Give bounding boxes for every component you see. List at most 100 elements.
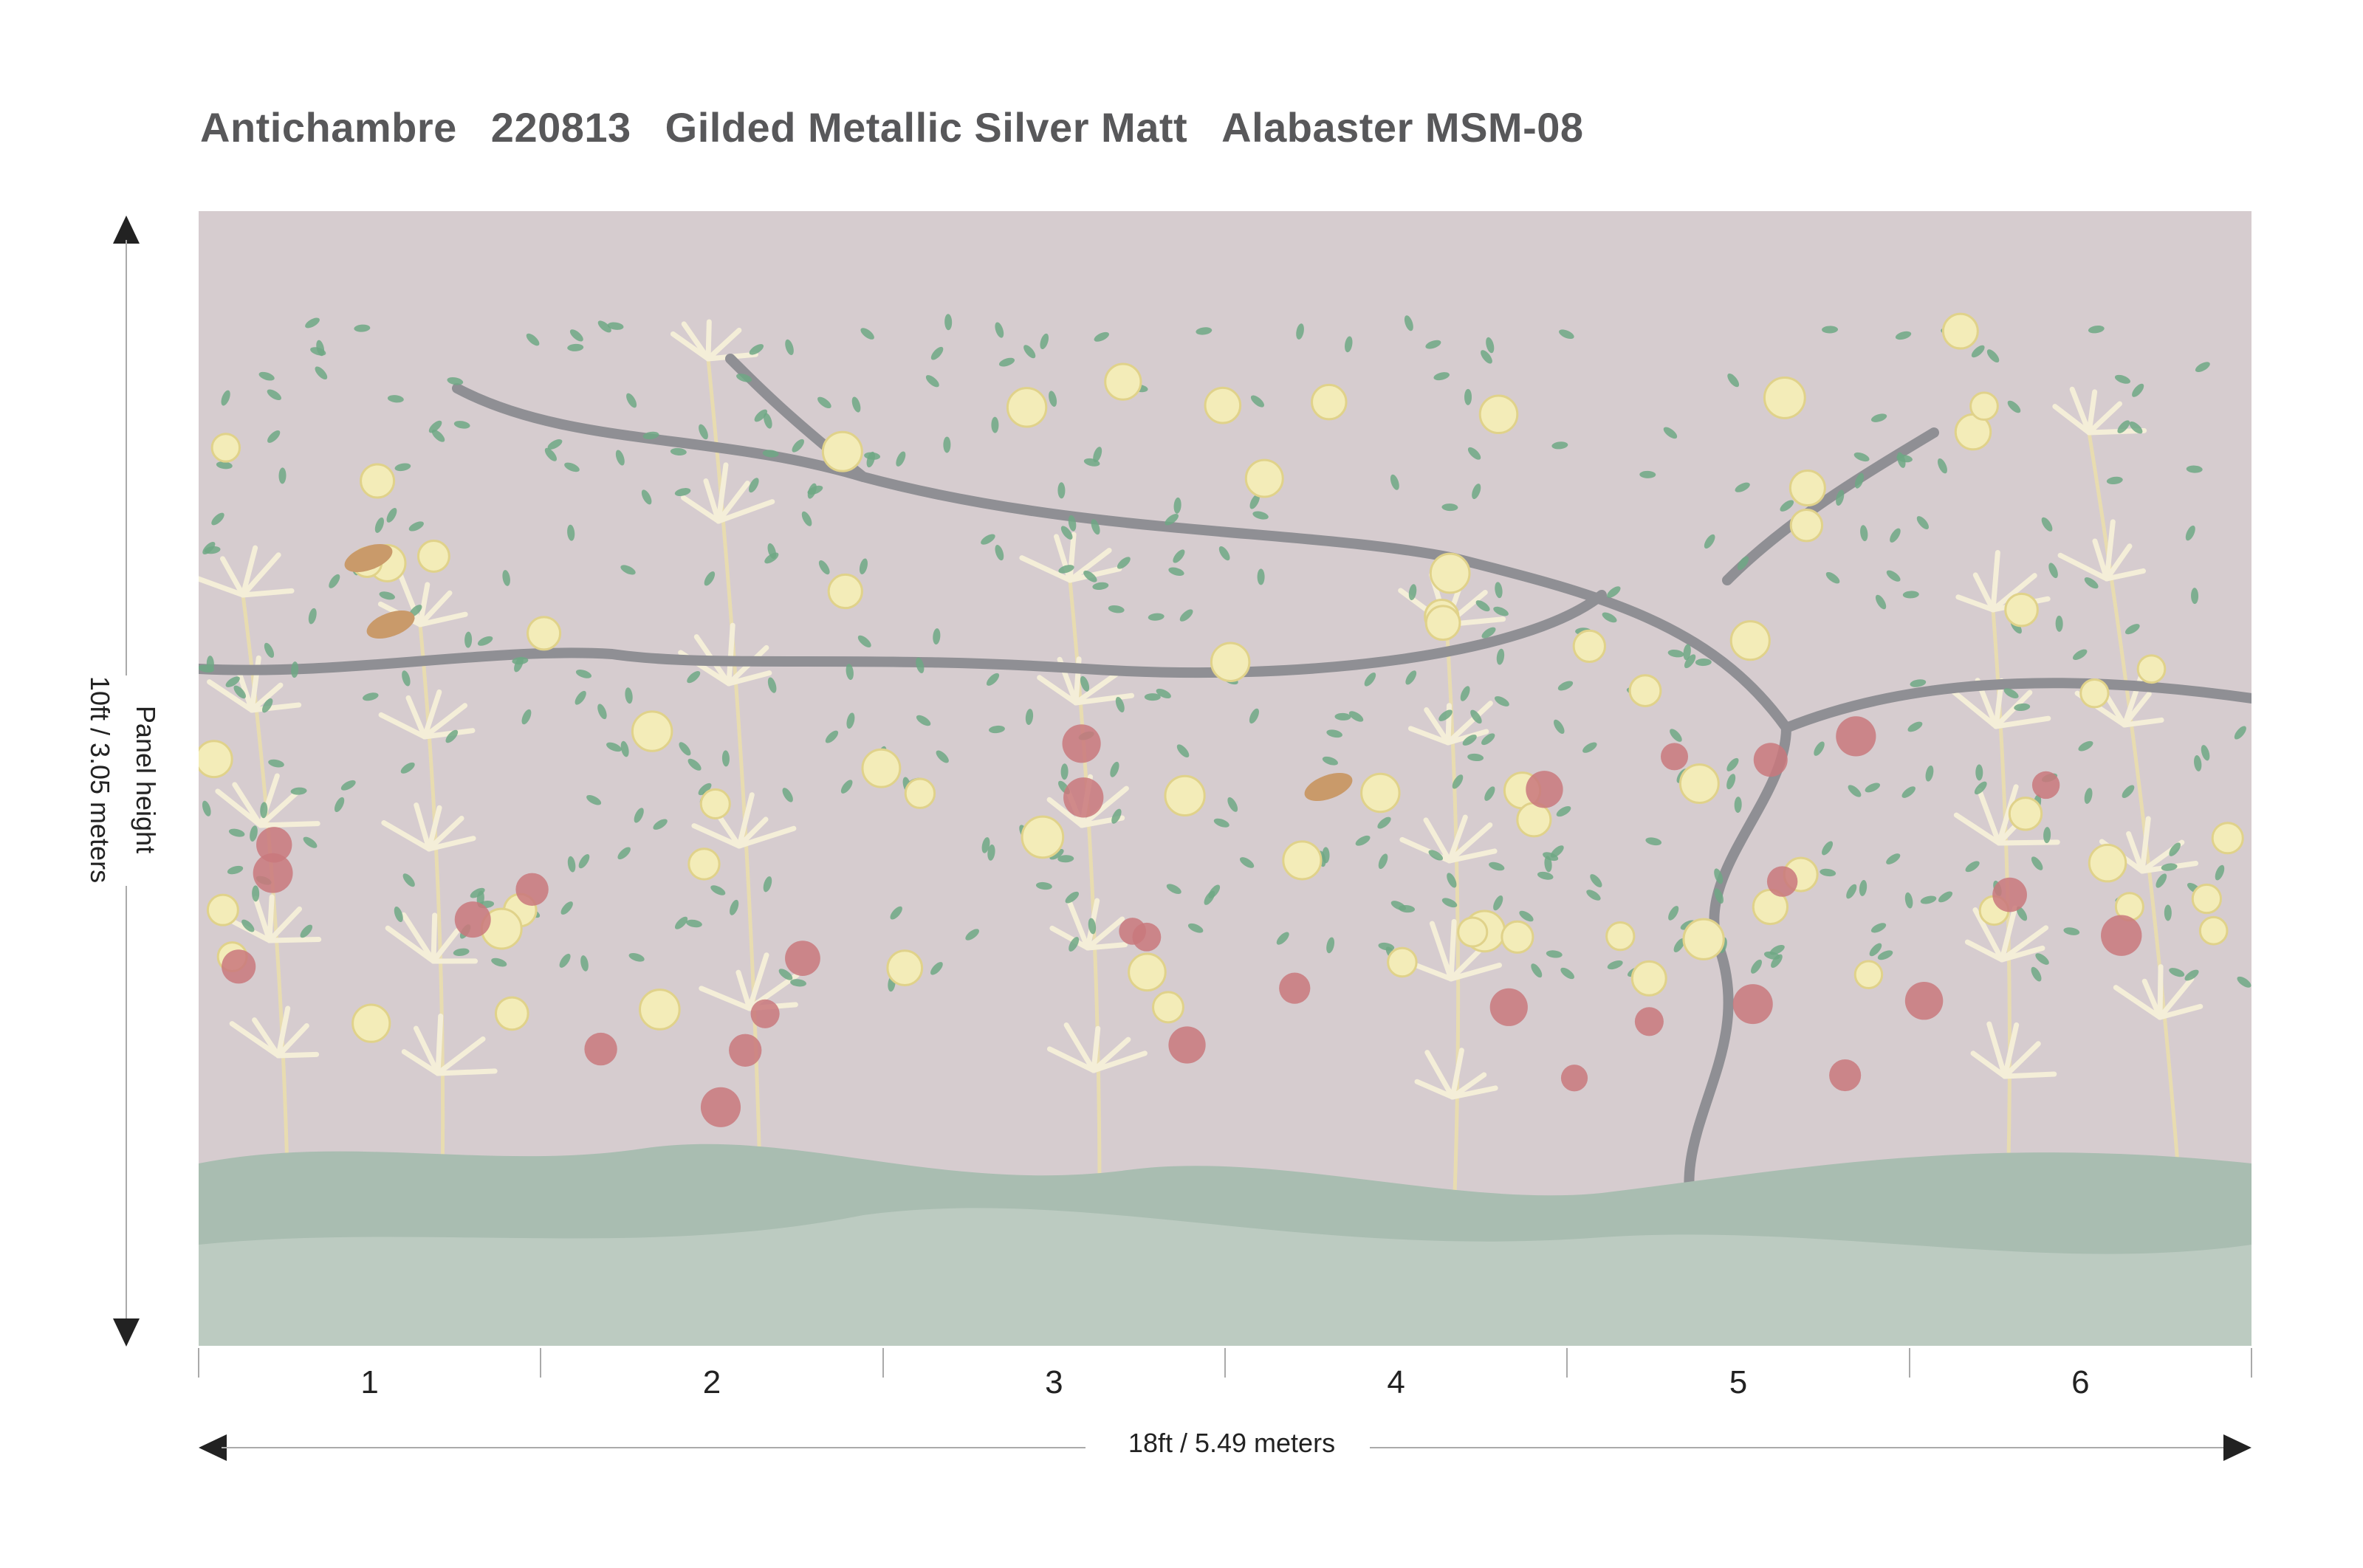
pink-flower	[515, 873, 549, 906]
bamboo-leaf	[1448, 948, 1482, 982]
page-title: Antichambre 220813 Gilded Metallic Silver …	[200, 103, 1584, 151]
leaf	[1925, 765, 1934, 782]
leaf	[2031, 966, 2042, 982]
bamboo-leaf	[422, 703, 468, 740]
bamboo-leaf	[1079, 785, 1129, 828]
leaf	[408, 521, 424, 532]
leaf	[267, 430, 281, 443]
leaf	[2155, 873, 2167, 888]
leaf	[526, 333, 540, 346]
bamboo-leaf	[1407, 726, 1451, 746]
yellow-flower	[1244, 458, 1284, 498]
bamboo-leaf	[2157, 1003, 2203, 1020]
leaf	[1441, 503, 1458, 512]
bamboo-leaf	[2113, 985, 2163, 1020]
yellow-flower	[2004, 592, 2039, 627]
bamboo-leaf	[1976, 787, 2002, 846]
bamboo-leaf	[736, 792, 755, 849]
yellow-flower	[2191, 883, 2223, 915]
leaf	[1484, 786, 1495, 801]
leaf	[825, 730, 839, 743]
leaf	[1165, 514, 1179, 526]
leaf	[2169, 842, 2181, 856]
leaf	[1670, 729, 1682, 742]
tree-branch	[1722, 427, 1939, 585]
bamboo-leaf	[381, 820, 432, 852]
leaf	[470, 887, 485, 898]
leaf	[1493, 606, 1509, 616]
leaf	[790, 979, 806, 987]
leaf	[925, 375, 939, 388]
leaf	[453, 948, 470, 956]
leaf	[402, 670, 411, 687]
leaf	[2055, 615, 2063, 632]
leaf	[1467, 753, 1484, 762]
leaf	[626, 393, 637, 408]
leaf	[846, 664, 854, 681]
leaf	[2234, 726, 2246, 740]
leaf	[354, 324, 371, 332]
tree-branch	[199, 590, 1607, 678]
width-line	[222, 1447, 1086, 1448]
leaf	[818, 560, 830, 575]
leaf	[394, 463, 411, 472]
pink-flower	[1904, 981, 1944, 1020]
bamboo-leaf	[422, 728, 476, 740]
leaf	[1965, 861, 1980, 873]
leaf	[1814, 741, 1825, 756]
bamboo-leaf	[1091, 1051, 1148, 1073]
yellow-flower	[1152, 991, 1184, 1024]
leaf	[1060, 763, 1069, 780]
leaf	[754, 409, 768, 422]
leaf	[1110, 761, 1119, 777]
pink-flower	[222, 949, 256, 984]
leaf	[1472, 484, 1481, 499]
leaf	[1714, 868, 1724, 884]
height-label: Panel height 10ft / 3.05 meters	[77, 676, 168, 883]
leaf	[1176, 744, 1190, 758]
leaf	[687, 758, 702, 771]
leaf	[704, 571, 716, 586]
bamboo-leaf	[726, 622, 735, 687]
leaf	[221, 390, 230, 406]
leaf	[866, 451, 875, 468]
leaf	[1378, 853, 1388, 870]
tree-branch	[1781, 678, 2251, 733]
leaf	[300, 924, 313, 938]
bamboo-leaf	[267, 937, 322, 943]
leaf	[1057, 482, 1066, 499]
leaf	[1496, 648, 1505, 665]
yellow-flower	[687, 847, 721, 881]
leaf	[575, 690, 586, 705]
leaf	[202, 800, 211, 816]
yellow-flower	[494, 996, 529, 1031]
bamboo-leaf	[417, 582, 431, 627]
bamboo-leaf	[422, 689, 442, 740]
panel-tick	[882, 1348, 884, 1378]
bamboo-stalk	[418, 624, 445, 1186]
leaf	[1227, 797, 1238, 812]
bamboo-leaf	[726, 670, 772, 687]
bamboo-leaf	[1037, 675, 1079, 706]
bamboo-leaf	[413, 1025, 441, 1076]
leaf	[785, 339, 794, 355]
yellow-flower	[886, 949, 924, 986]
bamboo-leaf	[1990, 573, 2037, 613]
leaf	[1364, 673, 1376, 687]
leaf	[1173, 497, 1182, 514]
leaf	[998, 357, 1015, 367]
leaf	[2164, 904, 2172, 921]
bamboo-leaf	[1993, 715, 2051, 729]
bamboo-leaf	[215, 788, 264, 828]
leaf	[1974, 781, 1987, 795]
pink-flower	[1753, 743, 1788, 777]
bamboo-leaf	[716, 499, 775, 524]
bamboo-leaf	[716, 481, 750, 524]
title-code: 220813	[490, 104, 631, 151]
leaf	[1668, 906, 1679, 921]
leaf	[2195, 362, 2210, 372]
leaf	[560, 901, 573, 915]
leaf	[379, 591, 395, 600]
leaf	[1040, 333, 1049, 350]
leaf	[1938, 891, 1953, 903]
